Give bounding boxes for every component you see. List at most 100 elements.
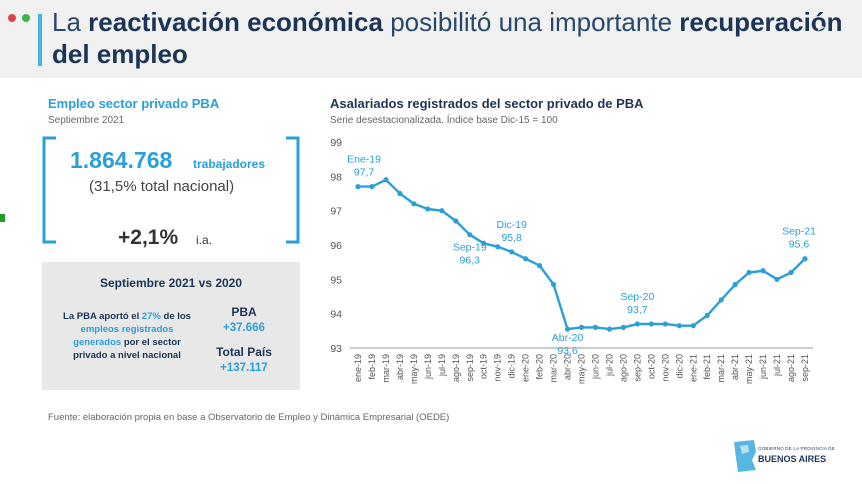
data-point [523, 256, 529, 262]
data-point [606, 326, 613, 332]
x-tick-label: ago-19 [451, 354, 461, 382]
y-tick-label: 97 [330, 206, 342, 218]
country-value: +137.117 [220, 362, 268, 374]
pba-value: +37.666 [223, 322, 265, 334]
x-tick-label: may-20 [577, 354, 587, 384]
x-tick-label: mar-19 [381, 354, 391, 383]
workers-count: 1.864.768 [70, 147, 173, 173]
y-tick-label: 95 [330, 274, 342, 286]
x-tick-label: jun-20 [590, 354, 600, 380]
data-point [802, 256, 808, 262]
x-tick-label: sep-20 [632, 354, 642, 382]
data-point [495, 244, 501, 250]
data-point [397, 190, 403, 197]
x-tick-label: mar-20 [549, 354, 559, 383]
y-tick-label: 94 [330, 309, 342, 321]
annotation-label: Ene-19 [347, 154, 381, 166]
comparison-box: Septiembre 2021 vs 2020 La PBA aportó el… [42, 262, 300, 390]
data-point [746, 269, 752, 276]
side-marker [0, 214, 5, 222]
panel-subtitle: Septiembre 2021 [48, 115, 125, 126]
x-tick-label: may-19 [409, 354, 419, 384]
annotation-label: Sep-20 [620, 291, 654, 303]
header-bar: La reactivación económica posibilitó una… [0, 0, 862, 78]
data-point [592, 324, 599, 330]
data-point [732, 281, 738, 288]
x-tick-label: abr-21 [730, 354, 740, 380]
page-title: La reactivación económica posibilitó una… [52, 7, 843, 69]
y-tick-label: 98 [330, 171, 342, 183]
data-point [760, 268, 766, 274]
data-point [425, 206, 431, 212]
x-tick-label: abr-19 [395, 354, 405, 380]
annotation-value: 93,7 [627, 304, 648, 316]
comparison-title: Septiembre 2021 vs 2020 [99, 276, 243, 290]
data-point [536, 263, 543, 269]
annotation-label: Sep-21 [782, 226, 816, 238]
x-tick-label: abr-20 [563, 354, 573, 380]
data-point [662, 321, 668, 327]
x-tick-label: ene-20 [521, 354, 531, 382]
annotation-value: 95,8 [501, 232, 522, 244]
yoy-unit: i.a. [196, 233, 213, 247]
data-point [690, 323, 696, 329]
data-point [369, 184, 375, 190]
accent-bar [38, 14, 42, 66]
y-tick-label: 93 [330, 343, 342, 355]
data-point [774, 276, 780, 282]
comparison-text: La PBA aportó el 27% de los empleos regi… [63, 311, 191, 361]
y-tick-label: 96 [330, 240, 342, 252]
x-tick-label: sep-19 [465, 354, 475, 382]
annotation-label: Dic-19 [496, 219, 527, 231]
x-tick-label: ago-20 [618, 354, 628, 382]
x-tick-label: feb-21 [702, 354, 712, 380]
bracket-frame [42, 136, 300, 244]
annotation-value: 93,6 [557, 345, 578, 357]
workers-unit: trabajadores [193, 157, 266, 171]
data-point [718, 297, 724, 303]
logo-name: BUENOS AIRES [758, 454, 827, 464]
mic-icon[interactable] [22, 14, 30, 22]
series-line [358, 178, 806, 331]
data-point [355, 184, 361, 190]
data-point [439, 208, 445, 214]
data-point [648, 321, 654, 327]
data-point [788, 269, 794, 276]
panel-title: Empleo sector privado PBA [48, 96, 220, 111]
x-tick-label: jun-21 [758, 354, 768, 380]
x-tick-label: may-21 [744, 354, 754, 384]
x-tick-label: jul-21 [772, 354, 782, 377]
data-point [620, 324, 627, 330]
x-tick-label: nov-19 [493, 354, 503, 382]
x-tick-label: jul-19 [437, 354, 447, 377]
expand-icon[interactable]: ▸ [818, 18, 826, 34]
data-point [481, 240, 487, 246]
data-point [383, 177, 389, 183]
national-share: (31,5% total nacional) [89, 178, 235, 195]
chart-title: Asalariados registrados del sector priva… [330, 96, 644, 111]
record-icon[interactable] [8, 14, 16, 22]
annotation-label: Abr-20 [552, 332, 584, 344]
data-point [676, 323, 682, 329]
annotation-value: 95,6 [789, 239, 810, 251]
x-tick-label: oct-20 [646, 354, 656, 379]
x-tick-label: feb-20 [535, 354, 545, 380]
logo-caption: GOBIERNO DE LA PROVINCIA DE [758, 446, 835, 451]
y-tick-label: 99 [330, 137, 342, 149]
annotation-value: 96,3 [460, 255, 481, 267]
x-tick-label: jul-20 [604, 354, 614, 377]
data-point [509, 249, 515, 255]
annotation-label: Sep-19 [453, 242, 487, 254]
pba-label: PBA [231, 305, 257, 319]
x-tick-label: jun-19 [423, 354, 433, 380]
x-tick-label: dic-19 [507, 354, 517, 379]
data-point [453, 218, 459, 224]
data-point [704, 312, 710, 318]
data-point [578, 324, 585, 330]
chart-subtitle: Serie desestacionalizada. Índice base Di… [330, 115, 558, 126]
x-tick-label: oct-19 [479, 354, 489, 379]
data-point [467, 232, 473, 238]
logo [734, 440, 756, 472]
x-tick-label: mar-21 [716, 354, 726, 383]
x-tick-label: sep-21 [800, 354, 810, 382]
